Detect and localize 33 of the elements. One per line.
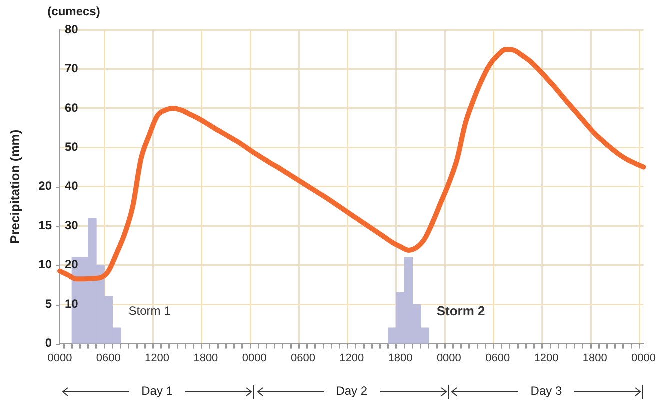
y-tick-label: 50 bbox=[65, 140, 79, 154]
text: Day 1 bbox=[142, 384, 174, 398]
y-tick-label: 10 bbox=[65, 296, 79, 311]
x-tick-label: 1200 bbox=[340, 352, 364, 364]
y-tick-label: 40 bbox=[65, 179, 79, 194]
x-tick-label: 1200 bbox=[534, 352, 559, 364]
x-tick-label: 0600 bbox=[486, 352, 510, 364]
annotation: Storm 2 bbox=[436, 303, 486, 318]
x-tick-label: 1800 bbox=[582, 352, 608, 364]
x-tick-label: 0600 bbox=[290, 352, 316, 364]
x-tick-label: 0600 bbox=[96, 352, 121, 364]
y-tick-label: 70 bbox=[65, 62, 79, 76]
text: Day 3 bbox=[530, 384, 562, 398]
x-tick-label: 1800 bbox=[194, 352, 218, 364]
x-tick-label: 0000 bbox=[632, 352, 656, 364]
y2-tick-label: 0 bbox=[45, 336, 52, 350]
x-tick-label: 0000 bbox=[436, 352, 462, 364]
y2-tick-label: 15 bbox=[38, 218, 52, 232]
y-tick-label: 60 bbox=[65, 100, 79, 115]
y2-tick-label: 5 bbox=[45, 296, 52, 311]
y-tick-label: 20 bbox=[65, 258, 79, 272]
x-tick-label: 1800 bbox=[388, 352, 413, 364]
y2-tick-label: 20 bbox=[38, 179, 52, 194]
y2-axis-title: Precipitation (mm) bbox=[7, 130, 22, 244]
text: Day 2 bbox=[336, 384, 368, 398]
y2-tick-label: 10 bbox=[38, 258, 52, 272]
y-tick-label: 30 bbox=[65, 218, 79, 232]
annotation: Storm 1 bbox=[128, 304, 172, 318]
y-tick-label: 80 bbox=[65, 22, 79, 36]
y-axis-title: (cumecs) bbox=[48, 4, 100, 18]
x-tick-label: 0000 bbox=[242, 352, 267, 364]
x-tick-label: 1200 bbox=[145, 352, 170, 364]
x-tick-label: 0000 bbox=[48, 352, 72, 364]
